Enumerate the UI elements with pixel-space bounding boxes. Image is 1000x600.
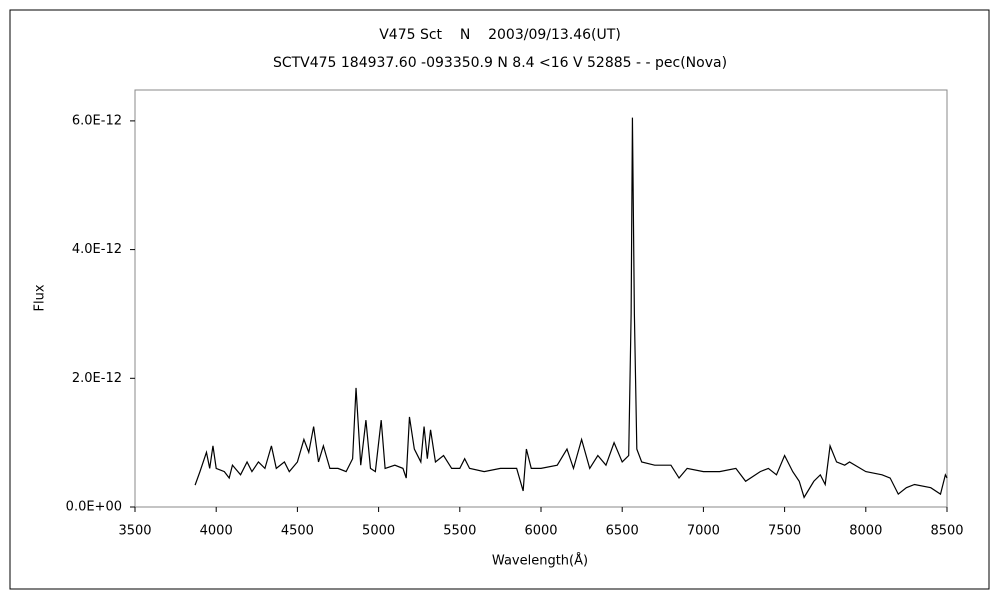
x-tick-label: 7500	[768, 524, 801, 539]
x-tick-label: 5500	[443, 524, 476, 539]
x-tick-label: 3500	[118, 524, 151, 539]
x-tick-label: 8500	[930, 524, 963, 539]
y-tick-label: 6.0E-12	[72, 113, 122, 128]
x-tick-label: 4000	[200, 524, 233, 539]
chart-subtitle: SCTV475 184937.60 -093350.9 N 8.4 <16 V …	[273, 55, 727, 71]
y-tick-label: 0.0E+00	[66, 500, 122, 515]
x-tick-label: 4500	[281, 524, 314, 539]
x-tick-label: 6500	[606, 524, 639, 539]
chart-title: V475 Sct N 2003/09/13.46(UT)	[379, 27, 621, 43]
spectrum-line	[194, 117, 948, 499]
y-axis-label: Flux	[33, 284, 48, 311]
x-tick-label: 5000	[362, 524, 395, 539]
x-tick-label: 7000	[687, 524, 720, 539]
x-tick-label: 6000	[524, 524, 557, 539]
y-tick-label: 2.0E-12	[72, 371, 122, 386]
x-axis-label: Wavelength(Å)	[492, 553, 588, 569]
y-tick-label: 4.0E-12	[72, 242, 122, 257]
plot-area	[134, 89, 948, 508]
x-tick-label: 8000	[849, 524, 882, 539]
